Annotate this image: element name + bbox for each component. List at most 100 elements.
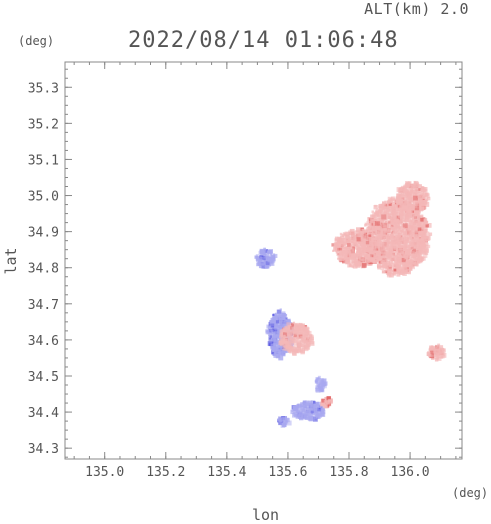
echo-cell bbox=[402, 240, 408, 245]
echo-cell bbox=[415, 259, 420, 264]
echo-cell bbox=[411, 207, 415, 212]
echo-cell bbox=[295, 336, 301, 342]
echo-cell bbox=[348, 234, 353, 238]
echo-cell bbox=[388, 250, 394, 256]
echo-cell bbox=[399, 246, 403, 249]
echo-cell bbox=[403, 234, 409, 239]
echo-cell bbox=[386, 263, 389, 266]
echo-cell bbox=[372, 242, 378, 247]
echo-cell bbox=[270, 346, 274, 350]
echo-cell bbox=[339, 247, 342, 251]
echo-cell bbox=[362, 256, 365, 259]
echo-cell bbox=[349, 248, 353, 253]
echo-cell bbox=[383, 225, 387, 229]
echo-cell bbox=[385, 220, 388, 223]
echo-cell bbox=[423, 187, 428, 192]
echo-cell bbox=[378, 212, 381, 215]
echo-cell bbox=[422, 236, 426, 240]
echo-cell bbox=[396, 253, 400, 258]
echo-cell bbox=[402, 185, 406, 189]
echo-cell bbox=[264, 249, 269, 253]
echo-cell bbox=[290, 336, 296, 341]
echo-cell bbox=[404, 232, 407, 235]
echo-cell bbox=[368, 217, 371, 220]
echo-cell bbox=[381, 223, 385, 227]
echo-cell bbox=[393, 252, 398, 257]
echo-cell bbox=[432, 349, 438, 355]
echo-cell bbox=[383, 251, 387, 255]
echo-cell bbox=[345, 253, 349, 257]
echo-cell bbox=[324, 397, 328, 401]
echo-cell bbox=[380, 216, 384, 220]
echo-cell bbox=[405, 220, 410, 226]
echo-cell bbox=[400, 270, 405, 275]
echo-cell bbox=[421, 229, 424, 232]
echo-cell bbox=[306, 407, 312, 413]
echo-cell bbox=[308, 401, 313, 406]
echo-cell bbox=[361, 250, 364, 253]
echo-cell bbox=[419, 225, 425, 230]
echo-cell bbox=[380, 211, 385, 216]
echo-cell bbox=[415, 220, 421, 226]
echo-cell bbox=[297, 344, 301, 348]
echo-cell bbox=[285, 317, 288, 320]
echo-cell bbox=[395, 227, 400, 232]
echo-cell bbox=[377, 249, 383, 254]
echo-cell bbox=[294, 347, 298, 350]
echo-cell bbox=[390, 256, 395, 262]
echo-cell bbox=[397, 220, 402, 225]
echo-cell bbox=[308, 410, 311, 414]
echo-cell bbox=[301, 336, 305, 340]
echo-cell bbox=[399, 262, 403, 266]
echo-cell bbox=[410, 184, 414, 187]
echo-cell bbox=[362, 248, 367, 253]
echo-cell bbox=[400, 251, 404, 255]
echo-cell bbox=[429, 347, 433, 350]
echo-cell bbox=[403, 265, 407, 269]
echo-cell bbox=[323, 381, 328, 386]
echo-cell bbox=[275, 340, 280, 345]
echo-cell bbox=[281, 335, 287, 340]
echo-cell bbox=[406, 239, 411, 244]
echo-cell bbox=[393, 272, 397, 276]
echo-cell bbox=[271, 331, 275, 334]
echo-cell bbox=[441, 348, 445, 351]
echo-cell bbox=[314, 408, 319, 413]
echo-cell bbox=[416, 248, 419, 251]
echo-cell bbox=[269, 329, 273, 332]
echo-cell bbox=[418, 237, 422, 240]
echo-cell bbox=[385, 214, 390, 220]
echo-cell bbox=[264, 256, 267, 259]
echo-cell bbox=[390, 242, 395, 247]
echo-cell bbox=[354, 259, 357, 263]
echo-cell bbox=[408, 258, 411, 261]
echo-cell bbox=[289, 331, 293, 335]
echo-cell bbox=[326, 396, 331, 401]
echo-cell bbox=[414, 226, 418, 230]
echo-cell bbox=[405, 194, 408, 197]
y-axis-unit: (deg) bbox=[18, 34, 55, 48]
echo-cell bbox=[402, 188, 406, 193]
echo-cell bbox=[417, 203, 422, 207]
echo-cell bbox=[409, 190, 413, 194]
echo-cell bbox=[409, 242, 413, 246]
echo-cell bbox=[404, 205, 409, 210]
echo-cell bbox=[290, 344, 293, 347]
echo-cell bbox=[366, 256, 369, 259]
y-tick-label: 35.3 bbox=[28, 81, 59, 96]
echo-cell bbox=[315, 380, 319, 383]
echo-cell bbox=[380, 227, 385, 232]
echo-cell bbox=[393, 248, 396, 251]
echo-cell bbox=[383, 228, 387, 232]
echo-cell bbox=[372, 215, 375, 218]
echo-cell bbox=[259, 258, 264, 264]
echo-cell bbox=[302, 339, 306, 343]
echo-cell bbox=[256, 258, 260, 262]
echo-cell bbox=[405, 247, 409, 251]
echo-cell bbox=[285, 331, 290, 335]
echo-cell bbox=[378, 236, 381, 240]
echo-cell bbox=[271, 338, 277, 343]
echo-cell bbox=[364, 258, 369, 263]
echo-cell bbox=[407, 245, 411, 248]
echo-cell bbox=[425, 224, 429, 228]
